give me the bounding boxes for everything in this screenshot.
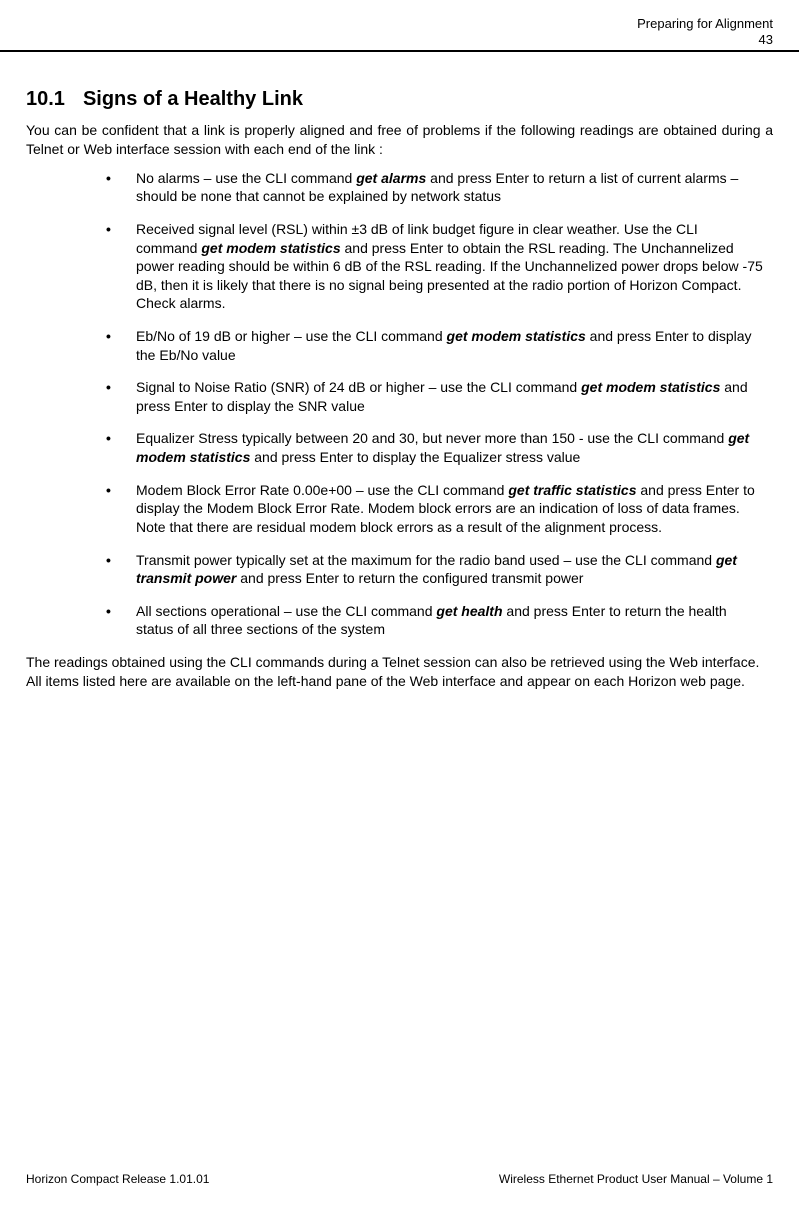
- footer-left: Horizon Compact Release 1.01.01: [26, 1172, 209, 1186]
- section-title: Signs of a Healthy Link: [83, 88, 303, 110]
- section-number: 10.1: [26, 88, 65, 111]
- header-divider: [0, 50, 799, 52]
- section-heading: 10.1 Signs of a Healthy Link: [26, 88, 773, 111]
- list-item: Received signal level (RSL) within ±3 dB…: [106, 220, 763, 313]
- footer-right: Wireless Ethernet Product User Manual – …: [499, 1172, 773, 1186]
- content: 10.1 Signs of a Healthy Link You can be c…: [26, 88, 773, 691]
- page-header: Preparing for Alignment 43: [637, 16, 773, 49]
- list-text: Eb/No of 19 dB or higher – use the CLI c…: [136, 328, 447, 344]
- list-item: Equalizer Stress typically between 20 an…: [106, 429, 763, 466]
- list-text: All sections operational – use the CLI c…: [136, 603, 436, 619]
- list-text: Modem Block Error Rate 0.00e+00 – use th…: [136, 482, 508, 498]
- list-item: Modem Block Error Rate 0.00e+00 – use th…: [106, 481, 763, 537]
- list-item: Eb/No of 19 dB or higher – use the CLI c…: [106, 327, 763, 364]
- list-item: Signal to Noise Ratio (SNR) of 24 dB or …: [106, 378, 763, 415]
- cli-command: get alarms: [356, 170, 426, 186]
- cli-command: get modem statistics: [447, 328, 586, 344]
- header-page-number: 43: [637, 32, 773, 48]
- list-text: and press Enter to return the configured…: [236, 570, 583, 586]
- page-footer: Horizon Compact Release 1.01.01 Wireless…: [26, 1172, 773, 1186]
- list-text: Equalizer Stress typically between 20 an…: [136, 430, 728, 446]
- cli-command: get traffic statistics: [508, 482, 636, 498]
- header-title: Preparing for Alignment: [637, 16, 773, 32]
- list-item: All sections operational – use the CLI c…: [106, 602, 763, 639]
- list-text: and press Enter to display the Equalizer…: [250, 449, 580, 465]
- bullet-list: No alarms – use the CLI command get alar…: [26, 169, 773, 639]
- cli-command: get health: [436, 603, 502, 619]
- list-text: Signal to Noise Ratio (SNR) of 24 dB or …: [136, 379, 581, 395]
- list-item: No alarms – use the CLI command get alar…: [106, 169, 763, 206]
- intro-paragraph: You can be confident that a link is prop…: [26, 121, 773, 159]
- page: Preparing for Alignment 43 10.1 Signs of …: [0, 0, 799, 1216]
- cli-command: get modem statistics: [581, 379, 720, 395]
- closing-paragraph: The readings obtained using the CLI comm…: [26, 653, 773, 691]
- list-text: Transmit power typically set at the maxi…: [136, 552, 716, 568]
- list-text: No alarms – use the CLI command: [136, 170, 356, 186]
- list-item: Transmit power typically set at the maxi…: [106, 551, 763, 588]
- cli-command: get modem statistics: [201, 240, 340, 256]
